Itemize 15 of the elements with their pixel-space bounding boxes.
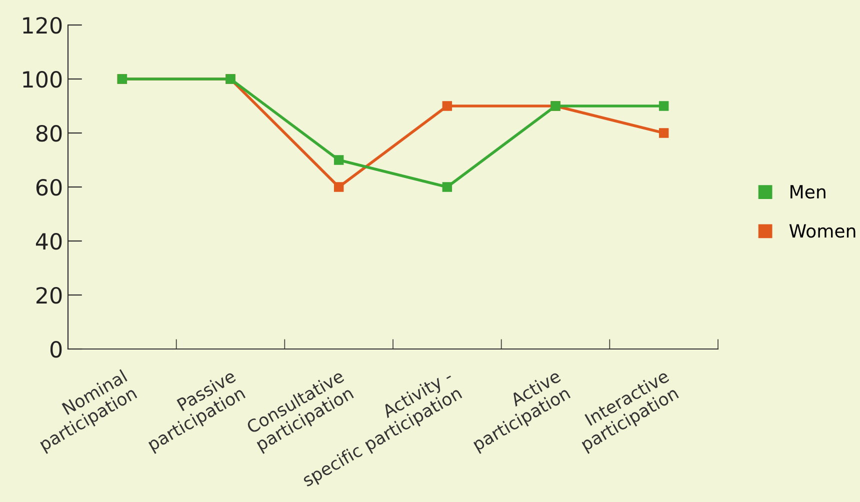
legend-label: Men <box>790 185 826 199</box>
y-tick-label: 60 <box>36 178 62 196</box>
y-tick-label: 20 <box>36 286 62 304</box>
point <box>442 101 452 111</box>
y-tick-label: 80 <box>36 124 62 142</box>
legend-label: Women <box>789 224 856 238</box>
point <box>442 182 452 192</box>
point <box>658 101 669 111</box>
y-tick-label: 120 <box>23 16 62 34</box>
point <box>658 128 669 138</box>
point <box>334 155 344 165</box>
y-tick-label: 100 <box>23 70 62 88</box>
y-tick-label: 0 <box>50 340 62 358</box>
y-tick-label: 40 <box>36 232 62 250</box>
point <box>334 182 344 192</box>
